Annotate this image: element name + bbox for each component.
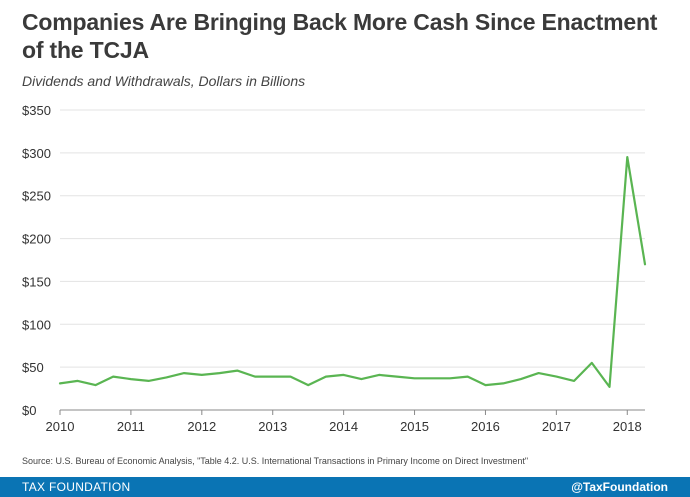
source-note: Source: U.S. Bureau of Economic Analysis… bbox=[22, 456, 529, 466]
x-tick-label: 2017 bbox=[542, 419, 571, 434]
x-axis: 2010 2011 2012 2013 2014 2015 2016 2017 2018 bbox=[46, 410, 642, 434]
chart-title: Companies Are Bringing Back More Cash Si… bbox=[22, 9, 658, 63]
y-tick-label: $150 bbox=[22, 274, 51, 289]
series-group bbox=[58, 156, 647, 388]
y-tick-label: $350 bbox=[22, 103, 51, 118]
footer-bar: TAX FOUNDATION @TaxFoundation bbox=[0, 477, 690, 497]
x-tick-label: 2018 bbox=[613, 419, 642, 434]
y-tick-label: $100 bbox=[22, 317, 51, 332]
x-tick-label: 2010 bbox=[46, 419, 75, 434]
x-tick-label: 2016 bbox=[471, 419, 500, 434]
x-tick-label: 2014 bbox=[329, 419, 358, 434]
chart-subtitle: Dividends and Withdrawals, Dollars in Bi… bbox=[22, 73, 306, 89]
y-tick-label: $200 bbox=[22, 232, 51, 247]
x-tick-label: 2015 bbox=[400, 419, 429, 434]
y-tick-label: $50 bbox=[22, 360, 44, 375]
y-tick-label: $250 bbox=[22, 189, 51, 204]
footer-brand[interactable]: TAX FOUNDATION bbox=[22, 480, 131, 494]
x-tick-label: 2011 bbox=[117, 419, 145, 434]
y-axis-labels: $0 $50 $100 $150 $200 $250 $300 $350 bbox=[22, 103, 51, 418]
series-line bbox=[58, 156, 647, 388]
line-chart: $0$50$100$150$200$250$300$350 2010 2011 20… bbox=[22, 103, 647, 434]
y-tick-label: $0 bbox=[22, 403, 36, 418]
y-tick-label: $300 bbox=[22, 146, 51, 161]
x-tick-label: 2012 bbox=[187, 419, 216, 434]
footer-handle[interactable]: @TaxFoundation bbox=[571, 480, 668, 494]
gridlines bbox=[60, 109, 645, 411]
x-tick-label: 2013 bbox=[258, 419, 287, 434]
